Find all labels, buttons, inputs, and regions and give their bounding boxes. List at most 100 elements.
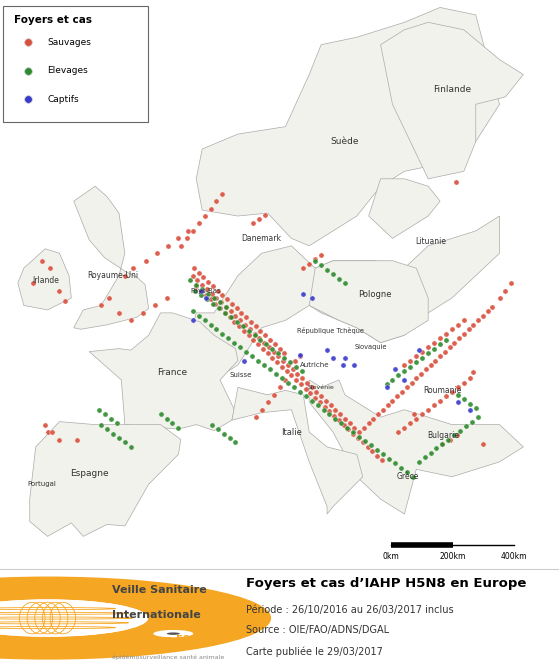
Point bbox=[402, 382, 411, 393]
Point bbox=[236, 315, 245, 326]
Point bbox=[188, 306, 197, 317]
Text: Roumanie: Roumanie bbox=[423, 386, 462, 395]
Point bbox=[138, 308, 147, 318]
Point bbox=[418, 409, 427, 419]
Point bbox=[414, 345, 423, 356]
Point bbox=[339, 419, 348, 430]
Point bbox=[218, 328, 227, 339]
Point bbox=[191, 285, 200, 296]
Point bbox=[479, 439, 487, 450]
Point bbox=[263, 397, 272, 407]
Point bbox=[307, 395, 316, 406]
Point bbox=[268, 343, 277, 354]
Point bbox=[200, 210, 209, 221]
Point bbox=[330, 410, 339, 421]
Point bbox=[454, 333, 463, 344]
Point bbox=[319, 405, 328, 415]
Point bbox=[430, 343, 439, 354]
Point bbox=[363, 442, 372, 452]
Point bbox=[299, 263, 308, 273]
Point bbox=[150, 300, 159, 311]
Point bbox=[462, 421, 471, 431]
Point bbox=[250, 328, 259, 339]
Point bbox=[412, 413, 421, 424]
Point bbox=[126, 442, 135, 452]
Point bbox=[192, 281, 201, 291]
Point bbox=[355, 427, 364, 438]
Point bbox=[408, 472, 417, 482]
Point bbox=[430, 400, 439, 411]
Point bbox=[73, 434, 82, 445]
Text: Autriche: Autriche bbox=[300, 362, 330, 368]
Point bbox=[213, 423, 222, 434]
Point bbox=[197, 289, 206, 300]
Point bbox=[468, 416, 477, 427]
Point bbox=[226, 312, 235, 323]
Point bbox=[275, 382, 284, 393]
Point bbox=[430, 337, 439, 348]
Point bbox=[198, 283, 207, 294]
Point bbox=[367, 440, 376, 451]
Point bbox=[329, 269, 338, 279]
Point bbox=[61, 295, 70, 306]
Point bbox=[316, 391, 325, 402]
Point bbox=[120, 270, 129, 281]
Point bbox=[202, 283, 211, 294]
Point bbox=[254, 355, 263, 366]
Point bbox=[464, 324, 473, 334]
Text: République Tchèque: République Tchèque bbox=[297, 327, 364, 334]
Point bbox=[323, 345, 331, 356]
Point bbox=[43, 427, 52, 438]
Point bbox=[241, 346, 250, 357]
Point bbox=[435, 395, 444, 406]
Text: Plateforme ESA: Plateforme ESA bbox=[112, 634, 197, 645]
Point bbox=[199, 272, 208, 283]
Point bbox=[420, 452, 429, 463]
Point bbox=[453, 397, 462, 407]
Point bbox=[406, 361, 415, 372]
Text: Suède: Suède bbox=[331, 137, 359, 146]
Point bbox=[106, 413, 115, 424]
Point bbox=[407, 377, 416, 388]
Point bbox=[256, 334, 265, 345]
Point bbox=[301, 383, 310, 394]
Point bbox=[220, 308, 229, 318]
Text: Foyers et cas d’IAHP H5N8 en Europe: Foyers et cas d’IAHP H5N8 en Europe bbox=[246, 576, 527, 590]
Point bbox=[224, 333, 233, 344]
Point bbox=[442, 391, 451, 402]
Point bbox=[225, 312, 234, 323]
Polygon shape bbox=[18, 249, 72, 310]
Point bbox=[97, 419, 106, 430]
Polygon shape bbox=[309, 380, 523, 514]
Point bbox=[273, 356, 282, 367]
Point bbox=[459, 394, 468, 405]
Point bbox=[402, 467, 411, 478]
Point bbox=[432, 443, 441, 454]
Point bbox=[280, 348, 289, 358]
Point bbox=[488, 302, 497, 312]
Point bbox=[377, 455, 386, 466]
Text: Internationale: Internationale bbox=[112, 610, 201, 620]
Point bbox=[414, 456, 423, 467]
Point bbox=[438, 439, 447, 450]
Point bbox=[385, 454, 394, 464]
Point bbox=[228, 299, 236, 310]
Point bbox=[278, 355, 287, 366]
Point bbox=[378, 405, 387, 415]
Point bbox=[336, 409, 345, 419]
Point bbox=[444, 434, 453, 445]
Point bbox=[501, 285, 510, 296]
Point bbox=[448, 387, 457, 397]
Point bbox=[281, 375, 290, 385]
Text: 200km: 200km bbox=[439, 552, 466, 561]
Point bbox=[400, 366, 409, 377]
Point bbox=[186, 275, 195, 285]
Point bbox=[292, 375, 301, 385]
Point bbox=[307, 382, 316, 393]
Point bbox=[211, 299, 220, 310]
Point bbox=[221, 302, 230, 312]
Point bbox=[272, 369, 281, 379]
Text: Pologne: Pologne bbox=[358, 291, 391, 299]
Point bbox=[274, 348, 283, 358]
Point bbox=[192, 279, 201, 290]
